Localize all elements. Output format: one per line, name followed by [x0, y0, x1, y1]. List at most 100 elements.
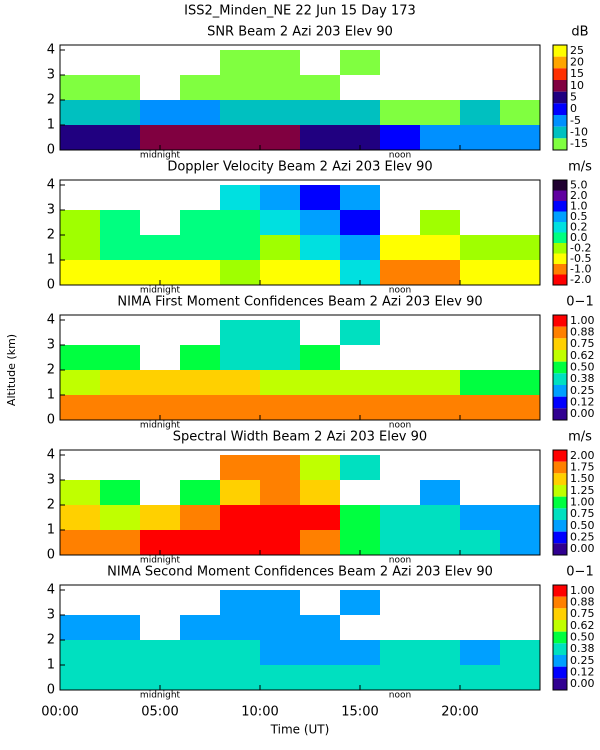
colorbar-label: 0.75: [570, 607, 595, 620]
heatmap-cell: [220, 185, 260, 210]
colorbar-label: 0.62: [570, 349, 595, 362]
heatmap-cell: [420, 665, 460, 690]
heatmap-cell: [380, 370, 420, 395]
heatmap-cell: [340, 320, 380, 345]
heatmap-cell: [420, 640, 460, 665]
heatmap-cell: [60, 615, 100, 640]
annotation: midnight: [140, 286, 181, 296]
heatmap-cell: [500, 395, 540, 420]
colorbar-label: 0.12: [570, 666, 595, 679]
heatmap-cell: [60, 505, 100, 530]
colorbar-swatch: [553, 350, 567, 362]
heatmap-cell: [100, 100, 140, 125]
colorbar-unit: dB: [571, 25, 588, 40]
colorbar-label: 0.0: [570, 231, 588, 244]
colorbar-label: 2.00: [570, 449, 595, 462]
heatmap-cell: [180, 640, 220, 665]
panel-title: NIMA Second Moment Confidences Beam 2 Az…: [107, 565, 493, 580]
panel-title: NIMA First Moment Confidences Beam 2 Azi…: [117, 295, 482, 310]
heatmap-cell: [380, 125, 420, 150]
heatmap-cell: [300, 640, 340, 665]
colorbar-label: -10: [570, 126, 588, 139]
heatmap-cell: [260, 505, 300, 530]
heatmap-cell: [180, 260, 220, 285]
heatmap-cell: [300, 100, 340, 125]
heatmap-cell: [500, 640, 540, 665]
heatmap-cell: [260, 345, 300, 370]
heatmap-cell: [220, 260, 260, 285]
heatmap-cell: [220, 50, 260, 75]
colorbar-label: -2.0: [570, 273, 591, 286]
heatmap-cell: [180, 75, 220, 100]
colorbar-swatch: [553, 655, 567, 667]
x-tick-label: 15:00: [341, 705, 378, 720]
y-tick-label: 4: [47, 583, 55, 598]
colorbar-label: 0.00: [570, 407, 595, 420]
heatmap-cell: [60, 370, 100, 395]
heatmap-cell: [220, 210, 260, 235]
heatmap-cell: [100, 665, 140, 690]
heatmap-cell: [140, 100, 180, 125]
colorbar-swatch: [553, 190, 567, 201]
heatmap-cell: [100, 210, 140, 235]
y-tick-label: 3: [47, 608, 55, 623]
heatmap-cell: [180, 480, 220, 505]
colorbar-unit: 0−1: [566, 295, 593, 310]
colorbar-swatch: [553, 585, 567, 597]
colorbar-swatch: [553, 138, 567, 150]
heatmap-cell: [300, 480, 340, 505]
heatmap-cell: [420, 210, 460, 235]
colorbar-label: 5.0: [570, 178, 588, 191]
colorbar-swatch: [553, 361, 567, 374]
heatmap-cell: [220, 395, 260, 420]
colorbar-label: 0.75: [570, 507, 595, 520]
colorbar-swatch: [553, 264, 567, 275]
heatmap-cell: [420, 395, 460, 420]
colorbar-swatch: [553, 315, 567, 327]
colorbar-label: 0.50: [570, 361, 595, 374]
x-tick-label: 00:00: [41, 705, 78, 720]
y-tick-label: 3: [47, 473, 55, 488]
colorbar-label: 10: [570, 79, 584, 92]
heatmap-cell: [260, 480, 300, 505]
colorbar-swatch: [553, 45, 567, 57]
heatmap-cell: [500, 370, 540, 395]
colorbar-swatch: [553, 508, 567, 520]
heatmap-cell: [340, 235, 380, 260]
colorbar-unit: m/s: [568, 430, 592, 445]
colorbar-label: 15: [570, 67, 584, 80]
heatmap-cell: [300, 455, 340, 480]
heatmap-cell: [460, 100, 500, 125]
heatmap-cell: [340, 505, 380, 530]
colorbar-swatch: [553, 531, 567, 544]
y-axis-label: Altitude (km): [5, 334, 18, 406]
panel-title: Spectral Width Beam 2 Azi 203 Elev 90: [173, 430, 427, 445]
annotation: noon: [389, 691, 411, 701]
heatmap-cell: [300, 395, 340, 420]
heatmap-cell: [180, 235, 220, 260]
colorbar-unit: m/s: [568, 160, 592, 175]
heatmap-cell: [500, 100, 540, 125]
colorbar-swatch: [553, 608, 567, 620]
colorbar-label: 25: [570, 44, 584, 57]
y-tick-label: 2: [47, 93, 55, 108]
heatmap-cell: [260, 370, 300, 395]
heatmap-cell: [100, 345, 140, 370]
colorbar-label: 0.2: [570, 220, 588, 233]
heatmap-cell: [180, 615, 220, 640]
plot-frame: [59, 314, 541, 421]
heatmap-cell: [340, 455, 380, 480]
colorbar-label: 0.62: [570, 619, 595, 632]
x-axis-label: Time (UT): [270, 723, 330, 737]
y-tick-label: 0: [47, 413, 55, 428]
colorbar-swatch: [553, 678, 567, 690]
heatmap-cell: [60, 75, 100, 100]
heatmap-cell: [300, 260, 340, 285]
colorbar-swatch: [553, 253, 567, 264]
y-tick-label: 4: [47, 313, 55, 328]
colorbar-swatch: [553, 396, 567, 409]
panel-title: Doppler Velocity Beam 2 Azi 203 Elev 90: [167, 160, 432, 175]
heatmap-cell: [220, 235, 260, 260]
annotation: midnight: [140, 691, 181, 701]
colorbar-swatch: [553, 326, 567, 339]
